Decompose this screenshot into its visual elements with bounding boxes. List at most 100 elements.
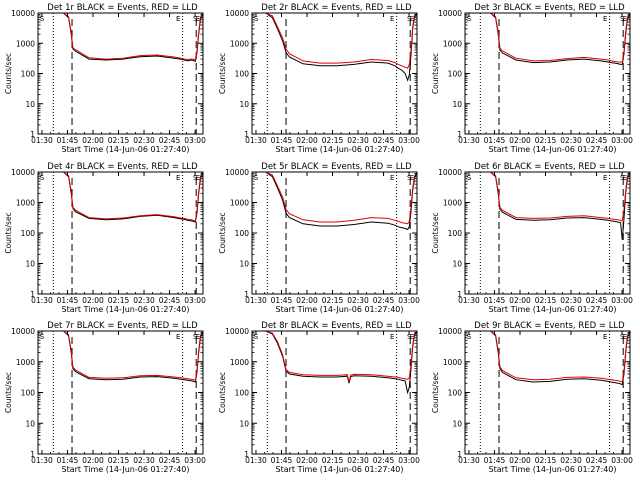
x-axis-label: Start Time (14-Jun-06 01:27:40)	[62, 145, 190, 154]
x-tick-label: 02:30	[133, 456, 155, 465]
lld-series-line	[38, 13, 203, 61]
x-axis-label: Start Time (14-Jun-06 01:27:40)	[276, 465, 404, 474]
x-tick-label: 01:30	[458, 456, 480, 465]
y-tick-label: 100	[21, 70, 36, 79]
interval-marker-label: S	[620, 174, 625, 182]
x-tick-label: 02:00	[296, 136, 318, 145]
x-tick-label: 02:15	[108, 136, 130, 145]
y-tick-label: 100	[21, 229, 36, 238]
interval-marker-label: E	[196, 333, 200, 341]
x-tick-label: 02:30	[133, 296, 155, 305]
y-tick-label: 10000	[11, 9, 35, 18]
interval-marker-label: S	[193, 174, 198, 182]
x-tick-label: 01:45	[57, 296, 79, 305]
events-series-line	[252, 172, 417, 231]
chart-title: Det 6r BLACK = Events, RED = LLD	[474, 162, 625, 172]
y-tick-label: 100	[235, 70, 250, 79]
y-tick-label: 1000	[230, 199, 249, 208]
interval-marker-label: E	[410, 174, 414, 182]
x-tick-label: 01:45	[484, 296, 506, 305]
interval-marker-label: E	[176, 333, 180, 341]
x-tick-label: 03:00	[611, 136, 633, 145]
interval-marker-label: S	[467, 15, 472, 23]
y-tick-label: 1000	[230, 358, 249, 367]
interval-marker-label: E	[603, 174, 607, 182]
chart-title: Det 1r BLACK = Events, RED = LLD	[47, 3, 198, 13]
x-tick-label: 02:45	[159, 136, 181, 145]
interval-marker-label: S	[467, 333, 472, 341]
interval-marker-label: S	[467, 174, 472, 182]
y-tick-label: 10	[452, 260, 462, 269]
x-axis-label: Start Time (14-Jun-06 01:27:40)	[489, 465, 617, 474]
x-tick-label: 03:00	[398, 296, 420, 305]
y-tick-label: 1000	[443, 358, 462, 367]
x-tick-label: 01:30	[458, 296, 480, 305]
interval-marker-label: E	[603, 333, 607, 341]
x-tick-label: 03:00	[184, 456, 206, 465]
chart-title: Det 3r BLACK = Events, RED = LLD	[474, 3, 625, 13]
interval-marker-label: S	[40, 333, 45, 341]
interval-marker-label: S	[254, 15, 259, 23]
y-tick-label: 1000	[230, 39, 249, 48]
y-tick-label: 1	[244, 450, 249, 459]
x-tick-label: 03:00	[398, 136, 420, 145]
x-tick-label: 02:15	[535, 456, 557, 465]
x-tick-label: 02:30	[560, 136, 582, 145]
x-tick-label: 02:30	[347, 136, 369, 145]
interval-marker-label: E	[390, 174, 394, 182]
y-tick-label: 1	[457, 130, 462, 139]
x-tick-label: 02:00	[509, 456, 531, 465]
interval-marker-label: E	[623, 333, 627, 341]
chart-title: Det 2r BLACK = Events, RED = LLD	[261, 3, 412, 13]
y-tick-label: 100	[235, 389, 250, 398]
y-tick-label: 100	[448, 229, 463, 238]
interval-marker-label: E	[176, 15, 180, 23]
chart-title: Det 4r BLACK = Events, RED = LLD	[47, 162, 198, 172]
x-tick-label: 02:30	[347, 456, 369, 465]
x-tick-label: 02:45	[159, 456, 181, 465]
x-tick-label: 01:45	[57, 136, 79, 145]
y-tick-label: 10	[452, 100, 462, 109]
chart-title: Det 7r BLACK = Events, RED = LLD	[47, 321, 198, 331]
x-tick-label: 02:00	[82, 296, 104, 305]
y-tick-label: 1000	[16, 199, 35, 208]
x-tick-label: 02:45	[586, 456, 608, 465]
interval-marker-label: E	[603, 15, 607, 23]
lld-series-line	[252, 13, 417, 69]
y-axis-label: Counts/sec	[431, 372, 440, 413]
y-tick-label: 1000	[16, 358, 35, 367]
x-tick-label: 02:45	[373, 136, 395, 145]
x-axis-label: Start Time (14-Jun-06 01:27:40)	[62, 305, 190, 314]
interval-marker-label: S	[407, 174, 412, 182]
y-tick-label: 100	[21, 389, 36, 398]
x-tick-label: 02:15	[108, 456, 130, 465]
y-tick-label: 10000	[438, 168, 462, 177]
x-tick-label: 01:45	[271, 296, 293, 305]
x-tick-label: 01:45	[271, 136, 293, 145]
chart-title: Det 9r BLACK = Events, RED = LLD	[474, 321, 625, 331]
y-axis-label: Counts/sec	[4, 53, 13, 94]
lld-series-line	[252, 331, 417, 383]
x-tick-label: 01:30	[31, 136, 53, 145]
y-tick-label: 10	[25, 419, 35, 428]
y-tick-label: 100	[235, 229, 250, 238]
x-tick-label: 02:30	[560, 296, 582, 305]
x-tick-label: 01:30	[245, 136, 267, 145]
x-tick-label: 01:30	[245, 456, 267, 465]
y-tick-label: 1	[457, 290, 462, 299]
lld-series-line	[252, 172, 417, 225]
interval-marker-label: S	[620, 15, 625, 23]
interval-marker-label: S	[620, 333, 625, 341]
y-tick-label: 1	[244, 130, 249, 139]
events-series-line	[252, 13, 417, 82]
x-tick-label: 01:45	[484, 136, 506, 145]
lld-series-line	[38, 172, 203, 222]
y-tick-label: 10000	[225, 168, 249, 177]
interval-marker-label: S	[193, 15, 198, 23]
interval-marker-label: E	[623, 174, 627, 182]
